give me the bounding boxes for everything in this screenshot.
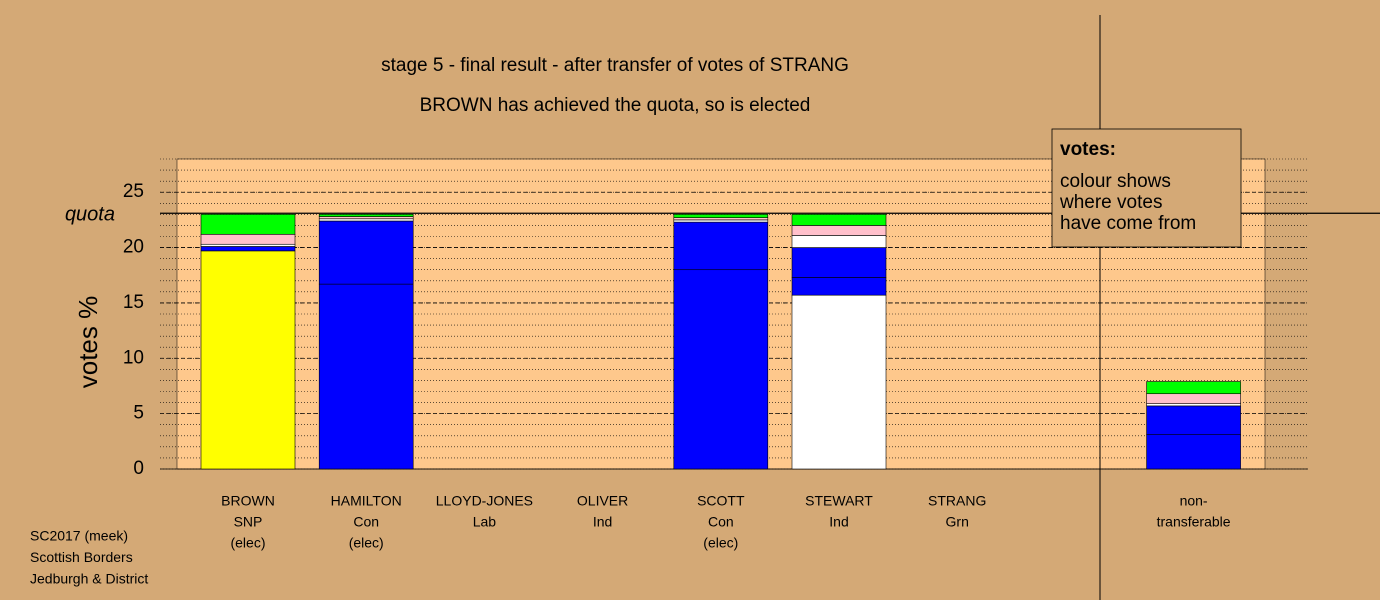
bar-segment	[200, 233, 296, 245]
bar-segment	[1146, 403, 1241, 407]
y-axis-label: votes %	[73, 296, 103, 389]
bar-segment	[200, 243, 296, 247]
chart-title: stage 5 - final result - after transfer …	[381, 55, 849, 76]
x-tick-label: (elec)	[230, 535, 265, 551]
bar-segment	[318, 283, 414, 470]
y-tick-label: 0	[133, 458, 144, 479]
bar-segment	[318, 220, 414, 285]
x-tick-label: Ind	[593, 514, 612, 530]
y-tick-label: 25	[123, 181, 144, 202]
y-tick-label: 20	[123, 237, 144, 258]
bar-segment	[673, 219, 769, 223]
x-tick-label: Lab	[473, 514, 497, 530]
bars	[200, 214, 1241, 470]
x-tick-label: STEWART	[805, 493, 873, 509]
y-tick-label: 10	[123, 347, 144, 368]
legend-title: votes:	[1060, 139, 1116, 160]
bar-segment	[318, 218, 414, 222]
bar-segment	[791, 214, 887, 226]
bar-segment	[791, 294, 887, 470]
bar-segment	[200, 246, 296, 252]
bar-segment	[791, 247, 887, 278]
bar-segment	[200, 250, 296, 470]
bar-segment	[791, 235, 887, 248]
bar-segment	[673, 269, 769, 470]
y-tick-label: 15	[123, 292, 144, 313]
x-tick-label: LLOYD-JONES	[436, 493, 533, 509]
x-tick-label: non-	[1180, 493, 1208, 509]
bar-segment	[1146, 381, 1241, 395]
chart-subtitle: BROWN has achieved the quota, so is elec…	[420, 95, 811, 116]
x-tick-label: Con	[353, 514, 379, 530]
bar-segment	[673, 221, 769, 271]
x-tick-label: Grn	[946, 514, 969, 530]
footer-text: Scottish Borders	[30, 549, 133, 565]
x-tick-label: (elec)	[703, 535, 738, 551]
legend-text: colour shows	[1060, 171, 1171, 192]
legend-text: where votes	[1059, 192, 1162, 213]
bar-segment	[1146, 393, 1241, 404]
x-tick-label: Ind	[829, 514, 848, 530]
x-tick-label: SNP	[234, 514, 263, 530]
quota-label: quota	[65, 204, 115, 226]
bar-segment	[200, 214, 296, 235]
bar-segment	[791, 277, 887, 296]
legend-box	[1051, 128, 1242, 248]
y-tick-label: 5	[133, 403, 144, 424]
x-tick-label: Con	[708, 514, 734, 530]
x-tick-label: HAMILTON	[331, 493, 402, 509]
bar-segment	[1146, 405, 1241, 435]
bar-segment	[318, 214, 414, 217]
x-tick-label: STRANG	[928, 493, 986, 509]
bar-segment	[673, 214, 769, 218]
footer-text: SC2017 (meek)	[30, 528, 128, 544]
bar-segment	[673, 217, 769, 221]
bar-segment	[318, 216, 414, 220]
legend-text: have come from	[1060, 213, 1196, 234]
bar-segment	[791, 225, 887, 236]
x-tick-label: OLIVER	[577, 493, 628, 509]
x-tick-label: transferable	[1157, 514, 1231, 530]
footer-text: Jedburgh & District	[30, 571, 148, 587]
overlay: quota BROWN SNP (elec) HAMILTON Con (elec) LLOY…	[30, 15, 1380, 600]
x-tick-label: (elec)	[349, 535, 384, 551]
x-tick-label: SCOTT	[697, 493, 745, 509]
bar-segment	[1146, 434, 1241, 470]
x-tick-label: BROWN	[221, 493, 275, 509]
